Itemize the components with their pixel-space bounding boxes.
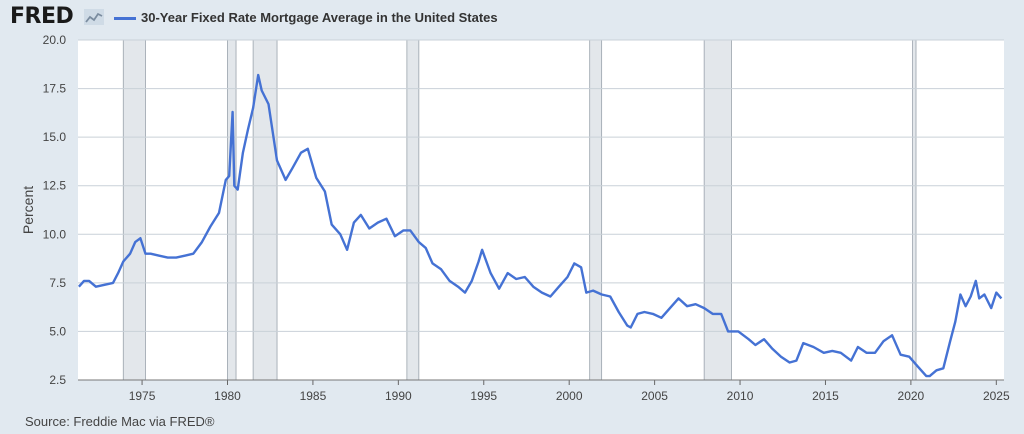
mortgage-rate-line bbox=[77, 73, 1003, 378]
x-tick-label: 1990 bbox=[385, 389, 412, 403]
y-tick-label: 5.0 bbox=[49, 324, 66, 338]
recession-band bbox=[227, 39, 237, 381]
legend-label: 30-Year Fixed Rate Mortgage Average in t… bbox=[141, 10, 498, 25]
y-tick-label: 2.5 bbox=[49, 373, 66, 387]
y-tick-label: 10.0 bbox=[43, 227, 67, 241]
y-tick-label: 12.5 bbox=[43, 179, 67, 193]
legend-swatch bbox=[114, 17, 136, 20]
recession-band bbox=[912, 39, 917, 381]
chart-header: FRED 30-Year Fixed Rate Mortgage Average… bbox=[0, 0, 1024, 34]
recession-band bbox=[589, 39, 603, 381]
fred-logo[interactable]: FRED bbox=[10, 4, 74, 29]
x-tick-label: 2000 bbox=[556, 389, 583, 403]
y-tick-label: 15.0 bbox=[43, 130, 67, 144]
x-tick-label: 2015 bbox=[812, 389, 839, 403]
x-tick-label: 2020 bbox=[898, 389, 925, 403]
x-tick-label: 2005 bbox=[641, 389, 668, 403]
y-axis-label: Percent bbox=[20, 186, 36, 234]
y-tick-label: 7.5 bbox=[49, 276, 66, 290]
recession-band bbox=[122, 39, 146, 381]
x-tick-label: 2010 bbox=[727, 389, 754, 403]
plot-area bbox=[78, 40, 1004, 380]
y-tick-label: 17.5 bbox=[43, 82, 67, 96]
recession-band bbox=[703, 39, 732, 381]
x-tick-label: 1995 bbox=[470, 389, 497, 403]
x-tick-label: 1980 bbox=[214, 389, 241, 403]
x-tick-label: 2025 bbox=[983, 389, 1010, 403]
recession-band bbox=[406, 39, 420, 381]
logo-chart-icon bbox=[84, 9, 104, 25]
x-tick-label: 1975 bbox=[129, 389, 156, 403]
x-tick-label: 1985 bbox=[300, 389, 327, 403]
y-tick-label: 20.0 bbox=[43, 33, 67, 47]
source-note: Source: Freddie Mac via FRED® bbox=[25, 414, 215, 429]
